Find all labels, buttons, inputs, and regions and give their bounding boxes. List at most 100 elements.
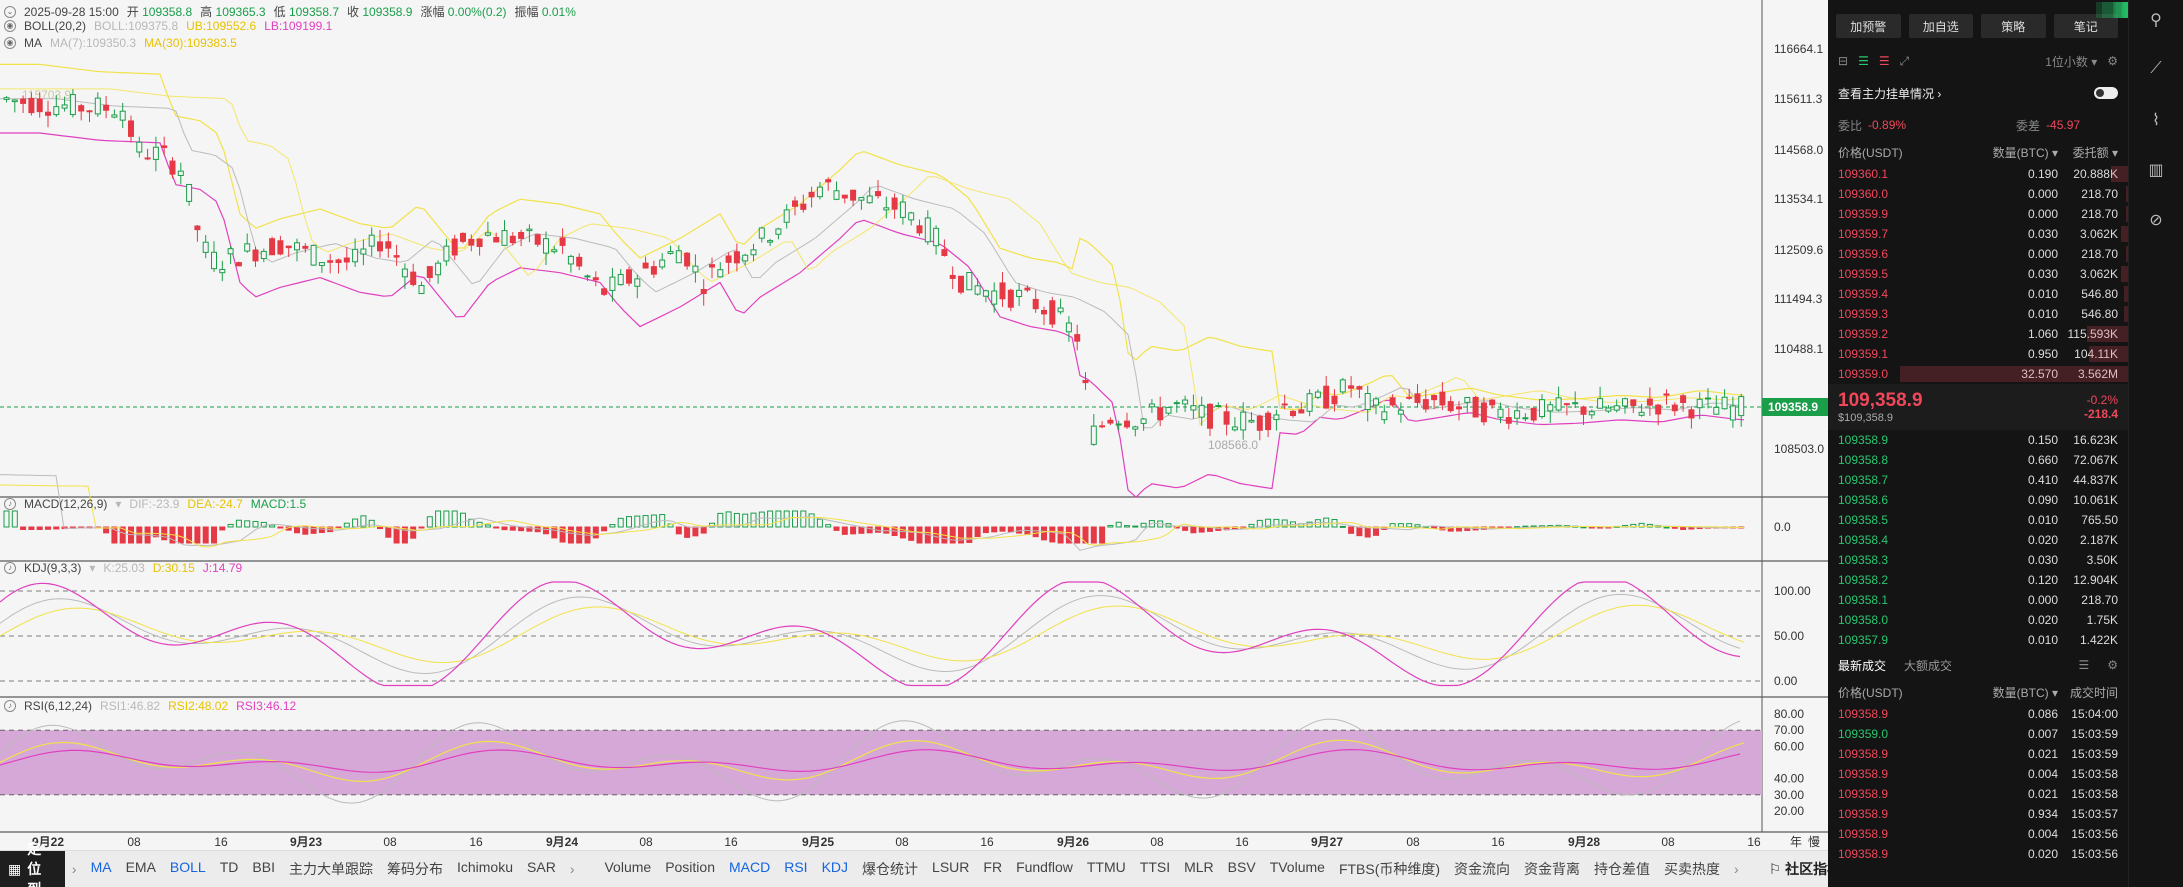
chevron-down-icon[interactable]: ▾ xyxy=(115,497,122,511)
gear-icon[interactable]: ⚙ xyxy=(2107,658,2118,672)
trade-row[interactable]: 109358.9 0.086 15:04:00 xyxy=(1828,704,2128,724)
sub-ind-5[interactable]: 爆仓统计 xyxy=(862,861,919,877)
header-total[interactable]: 委托额 ▾ xyxy=(2072,145,2118,160)
sub-ind-8[interactable]: Fundflow xyxy=(1016,859,1073,875)
ask-row[interactable]: 109360.0 0.000 218.70 xyxy=(1828,184,2128,204)
bell-icon[interactable]: ♪ xyxy=(4,700,16,712)
main-ind-8[interactable]: SAR xyxy=(527,859,556,875)
bid-row[interactable]: 109357.9 0.010 1.422K xyxy=(1828,2,2128,650)
ma-name[interactable]: MA xyxy=(24,36,42,50)
filter-icon[interactable]: ☰ xyxy=(2078,658,2090,672)
main-ind-0[interactable]: MA xyxy=(90,859,112,875)
bid-row[interactable]: 109358.4 0.020 2.187K xyxy=(1828,2,2128,550)
main-ind-2[interactable]: BOLL xyxy=(169,859,206,875)
chart-icon[interactable]: ▥ xyxy=(2148,162,2164,179)
main-ind-7[interactable]: Ichimoku xyxy=(456,859,514,875)
boll-name[interactable]: BOLL(20,2) xyxy=(24,19,87,33)
macd-name[interactable]: MACD(12,26,9) xyxy=(24,497,108,511)
trade-row[interactable]: 109358.9 0.004 15:03:56 xyxy=(1828,824,2128,844)
sub-ind-9[interactable]: TTMU xyxy=(1086,859,1126,875)
eye-icon[interactable]: ◉ xyxy=(4,37,16,49)
main-ind-3[interactable]: TD xyxy=(219,859,239,875)
price-chart[interactable]: 116664.1 115611.3 114568.0 113534.1 112509.6… xyxy=(0,0,1828,850)
ask-row[interactable]: 109359.9 0.000 218.70 xyxy=(1828,204,2128,224)
bid-row[interactable]: 109358.3 0.030 3.50K xyxy=(1828,2,2128,570)
kdj-name[interactable]: KDJ(9,3,3) xyxy=(24,561,82,575)
chart-area[interactable]: 116664.1 115611.3 114568.0 113534.1 112509.6… xyxy=(0,0,1828,850)
expand-icon[interactable]: ⤢ xyxy=(1899,53,1910,68)
sub-ind-2[interactable]: MACD xyxy=(729,859,771,875)
tab-latest-trades[interactable]: 最新成交 xyxy=(1838,658,1887,673)
ask-row[interactable]: 109359.6 0.000 218.70 xyxy=(1828,244,2128,264)
trade-row[interactable]: 109358.9 0.934 15:03:57 xyxy=(1828,804,2128,824)
trade-row[interactable]: 109359.0 0.007 15:03:59 xyxy=(1828,724,2128,744)
layout-asks-icon[interactable]: ☰ xyxy=(1878,54,1890,68)
sub-ind-7[interactable]: FR xyxy=(983,859,1003,875)
trade-row[interactable]: 109358.9 0.020 15:03:56 xyxy=(1828,844,2128,864)
add-alert-button[interactable]: 加预警 xyxy=(1836,14,1901,38)
sub-ind-17[interactable]: 持仓差值 xyxy=(1594,861,1651,877)
bid-row[interactable]: 109358.7 0.410 44.837K xyxy=(1828,2,2128,490)
link-icon[interactable]: ⊘ xyxy=(2149,212,2163,229)
layout-both-icon[interactable]: ⊟ xyxy=(1838,54,1849,68)
strategy-button[interactable]: 策略 xyxy=(1981,14,2046,38)
header-qty[interactable]: 数量(BTC) ▾ xyxy=(1992,145,2058,160)
bid-row[interactable]: 109358.6 0.090 10.061K xyxy=(1828,2,2128,510)
sub-ind-13[interactable]: TVolume xyxy=(1269,859,1325,875)
sub-ind-15[interactable]: 资金流向 xyxy=(1454,861,1511,877)
bid-row[interactable]: 109358.5 0.010 765.50 xyxy=(1828,2,2128,530)
trade-row[interactable]: 109358.9 0.021 15:03:58 xyxy=(1828,784,2128,804)
ask-row[interactable]: 109359.3 0.010 546.80 xyxy=(1828,304,2128,324)
sub-ind-12[interactable]: BSV xyxy=(1227,859,1256,875)
trades-header-qty[interactable]: 数量(BTC) ▾ xyxy=(1992,685,2058,700)
tab-large-trades[interactable]: 大额成交 xyxy=(1904,658,1953,673)
gear-icon[interactable]: ⚙ xyxy=(2107,54,2118,68)
trade-row[interactable]: 109358.9 0.021 15:03:59 xyxy=(1828,744,2128,764)
main-ind-5[interactable]: 主力大单跟踪 xyxy=(288,861,373,877)
ask-row[interactable]: 109359.4 0.010 546.80 xyxy=(1828,284,2128,304)
sub-ind-16[interactable]: 资金背离 xyxy=(1524,861,1581,877)
sub-ind-4[interactable]: KDJ xyxy=(821,859,849,875)
indicator-icon[interactable]: ⌇ xyxy=(2152,112,2160,129)
ask-row[interactable]: 109359.7 0.030 3.062K xyxy=(1828,224,2128,244)
chevron-right-icon[interactable]: › xyxy=(1734,861,1739,877)
chevron-right-icon[interactable]: › xyxy=(569,861,575,877)
sub-ind-1[interactable]: Position xyxy=(665,859,715,875)
trade-row[interactable]: 109358.9 0.004 15:03:58 xyxy=(1828,764,2128,784)
bell-icon[interactable]: ♪ xyxy=(4,562,16,574)
draw-line-icon[interactable]: ⟋ xyxy=(2150,60,2162,77)
ask-row[interactable]: 109359.2 1.060 115.593K xyxy=(1828,324,2128,344)
watch-toggle[interactable] xyxy=(2094,87,2118,99)
add-watchlist-button[interactable]: 加自选 xyxy=(1908,14,1973,38)
main-ind-4[interactable]: BBI xyxy=(252,859,275,875)
community-indicators-button[interactable]: ⚐ 社区指标 xyxy=(1768,861,1842,877)
main-ind-6[interactable]: 筹码分布 xyxy=(386,861,443,877)
chevron-right-icon[interactable]: › xyxy=(71,861,77,877)
bid-row[interactable]: 109358.1 0.000 218.70 xyxy=(1828,2,2128,610)
ask-row[interactable]: 109360.1 0.190 20.888K xyxy=(1828,164,2128,184)
main-ind-1[interactable]: EMA xyxy=(125,859,156,875)
eye-icon[interactable]: ◉ xyxy=(4,20,16,32)
ask-row[interactable]: 109359.1 0.950 104.11K xyxy=(1828,344,2128,364)
sub-ind-3[interactable]: RSI xyxy=(784,859,808,875)
bell-icon[interactable]: ♪ xyxy=(4,498,16,510)
bid-row[interactable]: 109358.9 0.150 16.623K xyxy=(1828,2,2128,450)
ask-row[interactable]: 109359.0 32.570 3.562M xyxy=(1828,364,2128,384)
sub-ind-0[interactable]: Volume xyxy=(604,859,652,875)
chevron-down-icon[interactable]: ⌄ xyxy=(4,5,16,18)
sub-ind-18[interactable]: 买卖热度 xyxy=(1664,861,1721,877)
bid-row[interactable]: 109358.0 0.020 1.75K xyxy=(1828,2,2128,630)
locate-button[interactable]: ▦ 定位到... xyxy=(0,841,65,887)
watch-link[interactable]: 查看主力挂单情况 › xyxy=(1838,86,1942,101)
sub-ind-10[interactable]: TTSI xyxy=(1139,859,1171,875)
bid-row[interactable]: 109358.2 0.120 12.904K xyxy=(1828,2,2128,590)
sub-ind-11[interactable]: MLR xyxy=(1184,859,1214,875)
user-icon[interactable]: ⚲ xyxy=(2150,12,2162,29)
rsi-name[interactable]: RSI(6,12,24) xyxy=(24,699,93,713)
chevron-down-icon[interactable]: ▾ xyxy=(89,561,96,575)
notes-button[interactable]: 笔记 xyxy=(2053,14,2118,38)
decimals-select[interactable]: 1位小数 ▾ xyxy=(2045,54,2098,69)
layout-bids-icon[interactable]: ☰ xyxy=(1858,54,1869,68)
bid-row[interactable]: 109358.8 0.660 72.067K xyxy=(1828,2,2128,470)
ask-row[interactable]: 109359.5 0.030 3.062K xyxy=(1828,264,2128,284)
